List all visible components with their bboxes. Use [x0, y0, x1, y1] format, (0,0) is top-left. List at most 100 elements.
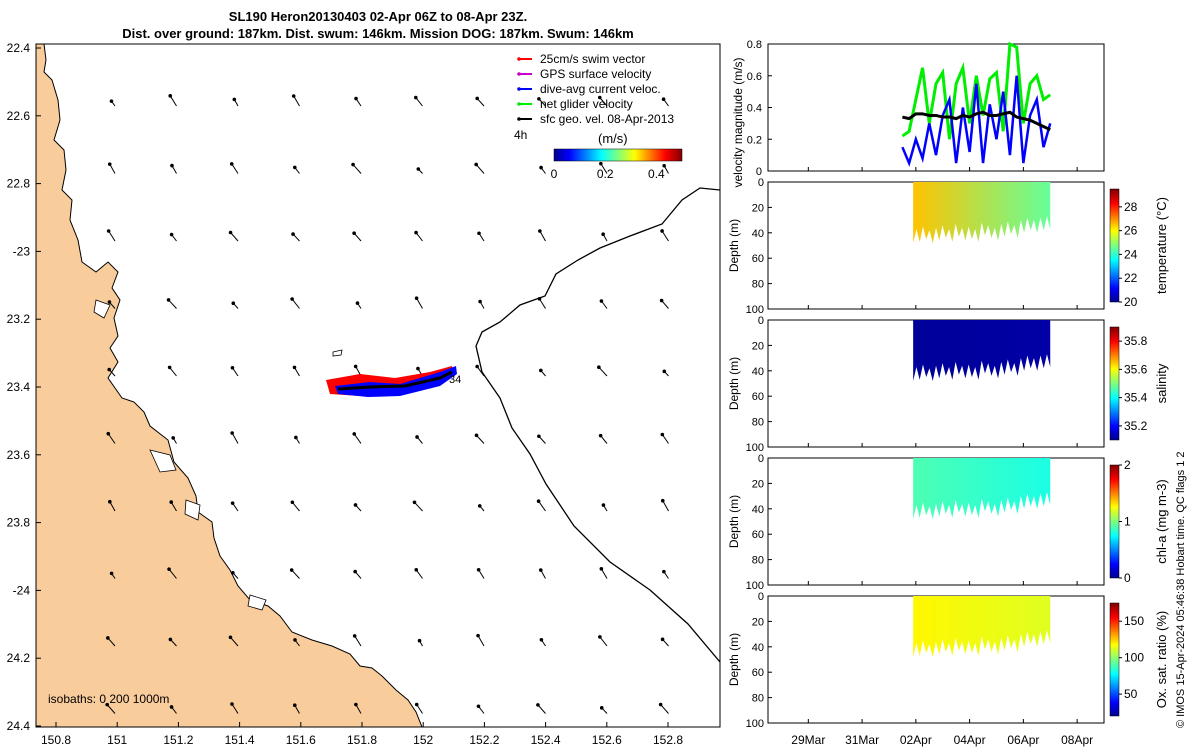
depth-axis-label: Depth (m)	[727, 495, 741, 548]
velocity-arrow-head	[107, 367, 111, 372]
velocity-axis-label: velocity magnitude (m/s)	[731, 57, 745, 187]
depth-tick-label: 0	[758, 453, 764, 465]
velocity-arrow-head	[721, 636, 725, 640]
velocity-arrow-head	[599, 706, 604, 710]
velocity-arrow-head	[291, 94, 296, 98]
legend-label: 25cm/s swim vector	[540, 52, 645, 66]
velocity-arrow-head	[353, 364, 358, 369]
velocity-arrow	[168, 299, 177, 309]
colorbar-tick-label: 26	[1124, 224, 1138, 238]
velocity-arrow-head	[353, 569, 357, 574]
colorbar-tick-label: 100	[1124, 651, 1144, 665]
legend-label: dive-avg current veloc.	[540, 82, 661, 96]
figure-title-line2: Dist. over ground: 187km. Dist. swum: 14…	[122, 26, 634, 41]
velocity-arrow-head	[599, 567, 604, 571]
velocity-arrow-head	[414, 567, 419, 572]
velocity-arrow	[598, 366, 608, 377]
colorbar-tick-label: 50	[1124, 687, 1138, 701]
velocity-arrow-head	[662, 164, 666, 168]
velocity-arrow-head	[475, 96, 479, 101]
legend-marker	[517, 87, 521, 91]
map-x-axis: 150.8 151 151.2 151.4 151.6 151.8 152 152.2 152.…	[41, 722, 683, 747]
speed-colorbar	[553, 148, 683, 162]
velocity-arrow-head	[352, 231, 356, 235]
velocity-arrow	[723, 569, 730, 578]
map-x-tick-label: 150.8	[41, 733, 71, 747]
velocity-arrow-head	[107, 300, 112, 304]
velocity-arrow-head	[539, 637, 544, 642]
velocity-arrow-head	[354, 702, 358, 707]
velocity-arrow-head	[230, 501, 235, 505]
velocity-arrow	[476, 435, 485, 444]
colorbar-tick-label: 35.8	[1124, 334, 1148, 348]
velocity-arrow-head	[538, 568, 543, 572]
velocity-arrow-head	[474, 162, 478, 167]
velocity-arrow	[661, 434, 669, 444]
velocity-arrow	[291, 298, 300, 309]
island	[93, 299, 111, 319]
colorbar-tick-label: 2	[1124, 458, 1131, 472]
velocity-arrow	[599, 97, 608, 107]
depth-tick-label: 100	[746, 718, 764, 730]
map-x-tick-label: 151.4	[225, 733, 255, 747]
velocity-arrow	[169, 95, 177, 107]
map-y-tick-label: 23.8	[7, 516, 31, 530]
depth-tick-label: 40	[752, 642, 764, 654]
map-x-tick-label: 151.2	[163, 733, 193, 747]
colorbar	[1109, 464, 1120, 579]
velocity-arrow-head	[724, 434, 728, 438]
velocity-arrow	[352, 164, 362, 174]
velocity-arrow-head	[231, 301, 236, 306]
depth-tick-label: 0	[758, 591, 764, 603]
map-x-tick-label: 152.6	[592, 733, 622, 747]
velocity-arrow-head	[536, 703, 540, 707]
velocity-arrow-head	[412, 500, 417, 505]
speed-colorbar-tick-label: 0	[551, 167, 558, 181]
depth-tick-label: 100	[746, 580, 764, 592]
depth-tick-label: 60	[752, 667, 764, 679]
colorbar	[1109, 326, 1120, 441]
velocity-arrow-head	[598, 433, 603, 438]
velocity-arrow-head	[294, 435, 298, 440]
velocity-arrow-head	[106, 636, 110, 640]
depth-tick-label: 80	[752, 279, 764, 291]
velocity-arrow-head	[660, 637, 665, 642]
legend-label: net glider velocity	[540, 97, 633, 111]
velocity-arrow	[726, 436, 730, 444]
depth-tick-label: 0	[758, 315, 764, 327]
velocity-arrow-head	[231, 571, 235, 575]
map-x-tick-label: 151.6	[286, 733, 316, 747]
profile-section	[913, 596, 1051, 657]
map-x-tick-label: 152.2	[469, 733, 499, 747]
velocity-arrow-head	[108, 499, 112, 504]
velocity-arrow-head	[352, 634, 357, 638]
velocity-arrow	[231, 163, 239, 174]
y-tick-label: 0.4	[747, 103, 762, 115]
velocity-arrow-head	[721, 299, 725, 303]
map-y-tick-label: 22.6	[7, 109, 31, 123]
velocity-arrow-head	[537, 97, 541, 101]
velocity-arrow	[107, 433, 116, 444]
velocity-arrow-head	[659, 298, 664, 303]
speed-colorbar-ticks: 0 0.2 0.4	[551, 167, 665, 181]
velocity-arrow	[353, 433, 362, 444]
legend-marker	[517, 117, 521, 121]
figure-title-line1: SL190 Heron20130403 02-Apr 06Z to 08-Apr…	[229, 9, 527, 24]
legend-label: GPS surface velocity	[540, 67, 651, 81]
velocity-arrow	[106, 704, 116, 714]
colorbar-label: chl-a (mg m-3)	[1154, 479, 1169, 564]
velocity-arrow-head	[228, 635, 233, 640]
velocity-arrow-head	[538, 229, 542, 233]
velocity-arrow-head	[352, 432, 357, 436]
y-tick-label: 0.6	[747, 71, 762, 83]
colorbar-tick-label: 24	[1124, 247, 1138, 261]
velocity-arrow-head	[721, 567, 725, 571]
map-y-tick-label: 23.6	[7, 448, 31, 462]
depth-tick-label: 40	[752, 366, 764, 378]
velocity-arrow-head	[414, 296, 419, 301]
velocity-arrow	[169, 367, 177, 377]
depth-tick-label: 20	[752, 202, 764, 214]
velocity-arrow	[230, 636, 239, 647]
y-tick-label: 0	[756, 166, 762, 178]
speed-colorbar-tick-label: 0.2	[597, 167, 614, 181]
